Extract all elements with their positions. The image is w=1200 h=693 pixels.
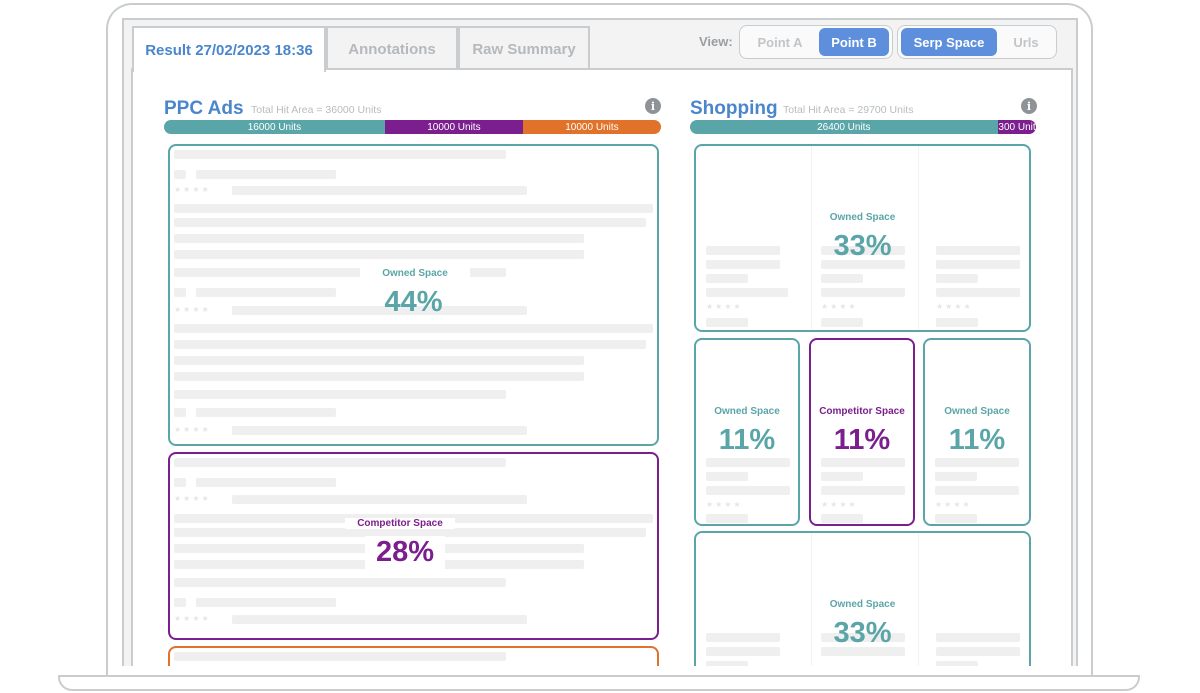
ppc-bar-segment: 10000 Units (522, 120, 661, 134)
info-icon[interactable]: i (645, 98, 661, 114)
tab-raw-summary[interactable]: Raw Summary (458, 26, 590, 70)
shopping-owned-card-top[interactable]: ★★★★ ★★★★ ★★★★ Owned Space 33% (694, 144, 1031, 332)
shopping-bar-segment: 3300 Units (997, 120, 1036, 134)
ppc-total: Total Hit Area = 36000 Units (251, 104, 382, 116)
ppc-owned-label: Owned Space (360, 268, 470, 279)
shopping-competitor-card[interactable]: ★★★★ Competitor Space 11% (809, 338, 915, 526)
info-icon[interactable]: i (1021, 98, 1037, 114)
ppc-title: PPC Ads (164, 98, 244, 119)
shopping-owned-card-bottom[interactable]: Owned Space 33% (694, 531, 1031, 666)
mode-toggle: Serp Space Urls (897, 25, 1057, 59)
shopping-competitor-percent: 11% (833, 424, 891, 456)
tab-result-label: Result 27/02/2023 18:36 (145, 41, 313, 59)
shopping-owned-label: Owned Space (829, 599, 896, 610)
shopping-units-bar: 26400 Units3300 Units (690, 120, 1036, 134)
laptop-base (58, 675, 1140, 691)
ppc-bar-segment: 16000 Units (164, 120, 385, 134)
ppc-units-bar: 16000 Units 10000 Units 10000 Units (164, 120, 661, 134)
shopping-title: Shopping (690, 98, 778, 119)
shopping-owned-percent: 11% (948, 424, 1006, 456)
point-a-button[interactable]: Point A (757, 34, 803, 50)
tab-annotations-label: Annotations (348, 40, 436, 58)
laptop-frame (106, 3, 1093, 683)
shopping-competitor-label: Competitor Space (819, 406, 905, 417)
shopping-owned-percent: 11% (718, 424, 776, 456)
results-panel: PPC Ads Total Hit Area = 36000 Units i 1… (131, 68, 1073, 666)
tab-result[interactable]: Result 27/02/2023 18:36 (132, 26, 326, 72)
app-screen: Result 27/02/2023 18:36 Annotations Raw … (122, 18, 1078, 666)
shopping-total: Total Hit Area = 29700 Units (783, 104, 914, 116)
point-toggle: Point A Point B (739, 25, 893, 59)
tab-annotations[interactable]: Annotations (326, 26, 458, 70)
shopping-bar-segment: 26400 Units (690, 120, 998, 134)
tab-raw-summary-label: Raw Summary (472, 40, 576, 58)
urls-button[interactable]: Urls (1013, 34, 1039, 50)
shopping-owned-label: Owned Space (714, 406, 780, 417)
shopping-owned-card-left[interactable]: ★★★★ Owned Space 11% (694, 338, 800, 526)
shopping-owned-label: Owned Space (944, 406, 1010, 417)
shopping-owned-percent: 33% (833, 230, 892, 262)
view-label: View: (699, 34, 733, 49)
ppc-bar-segment: 10000 Units (384, 120, 523, 134)
shopping-owned-percent: 33% (833, 617, 892, 649)
ppc-owned-card[interactable]: ★★★★ ★★★★ ★★★★ Owned Space 44% (168, 144, 659, 446)
serp-space-button[interactable]: Serp Space (901, 28, 997, 56)
ppc-other-card[interactable] (168, 646, 659, 666)
ppc-competitor-card[interactable]: ★★★★ ★★★★ Competitor Space 28% (168, 452, 659, 640)
ppc-owned-percent: 44% (384, 286, 443, 318)
shopping-owned-label: Owned Space (829, 212, 896, 223)
ppc-competitor-label: Competitor Space (345, 518, 455, 529)
point-b-button[interactable]: Point B (819, 28, 889, 56)
ppc-competitor-percent: 28% (365, 536, 445, 569)
shopping-owned-card-right[interactable]: ★★★★ Owned Space 11% (923, 338, 1031, 526)
